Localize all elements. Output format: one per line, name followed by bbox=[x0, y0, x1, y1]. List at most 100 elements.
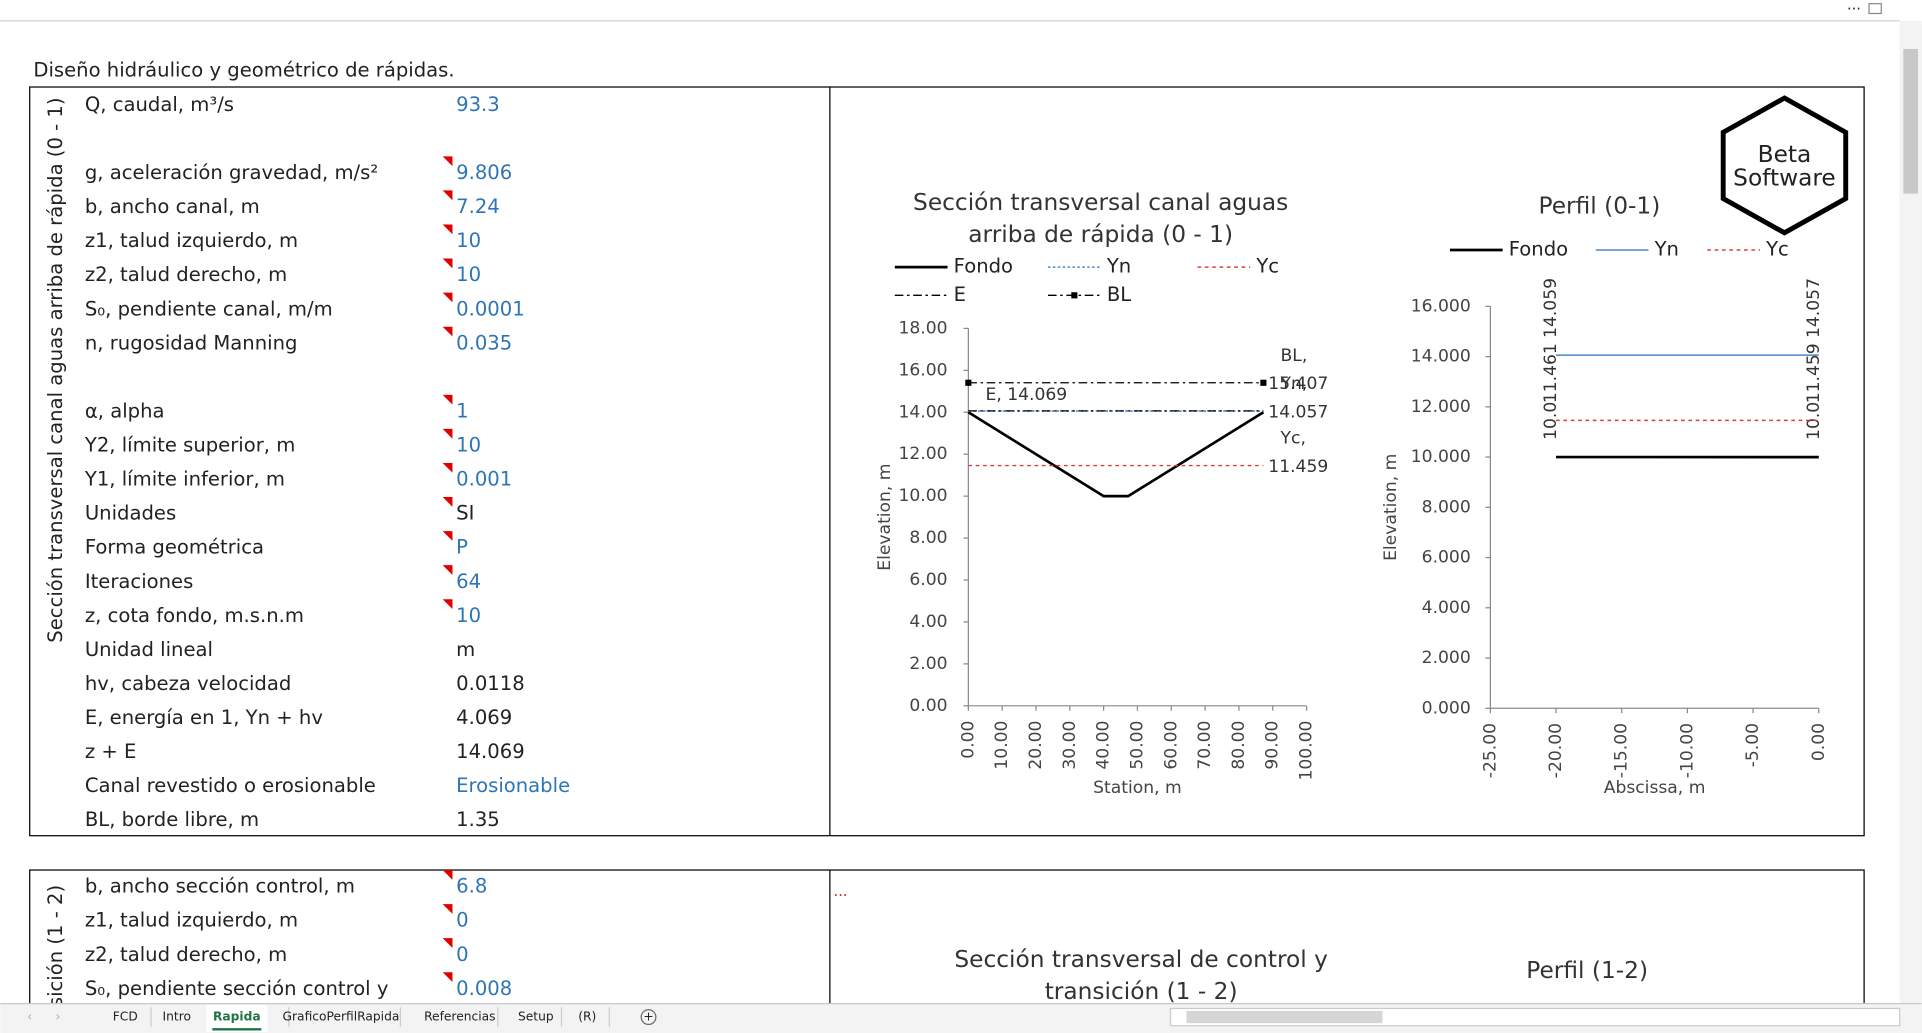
data-label: Yc, 11.459 bbox=[1268, 429, 1328, 477]
x-tick-label: 40.00 bbox=[1094, 721, 1114, 770]
row-value: 1.35 bbox=[456, 808, 500, 831]
legend-label: Yn bbox=[1106, 255, 1131, 278]
chart-title: Sección transversal canal aguas bbox=[913, 189, 1288, 216]
add-sheet[interactable] bbox=[640, 1009, 657, 1026]
add-sheet-plus[interactable]: + bbox=[643, 1010, 653, 1024]
y-tick-label: 10.00 bbox=[898, 486, 947, 506]
row-label: z + E bbox=[85, 740, 137, 763]
comment-indicator bbox=[442, 156, 453, 167]
data-label: 14.057 bbox=[1804, 278, 1824, 338]
data-label: 10.0 bbox=[1541, 402, 1561, 440]
data-label: BL, 15.407 bbox=[1268, 346, 1328, 394]
comment-indicator bbox=[442, 394, 453, 405]
y-tick-label: 10.000 bbox=[1411, 447, 1471, 467]
y-tick-label: 4.00 bbox=[909, 612, 947, 632]
x-axis-title: Station, m bbox=[1093, 778, 1182, 798]
comment-indicator bbox=[442, 497, 453, 507]
row-value: 1 bbox=[456, 399, 468, 422]
row-value: P bbox=[456, 536, 468, 559]
y-axis-title: Elevation, m bbox=[1381, 454, 1401, 561]
point-marker bbox=[1260, 379, 1267, 386]
row-value: 4.069 bbox=[456, 706, 512, 729]
x-tick-label: 0.00 bbox=[958, 721, 978, 759]
x-tick-label: 60.00 bbox=[1161, 721, 1181, 770]
row-value: 0 bbox=[456, 943, 468, 966]
y-tick-label: 12.00 bbox=[898, 444, 947, 464]
row-label: Iteraciones bbox=[85, 570, 193, 593]
row-label: hv, cabeza velocidad bbox=[85, 672, 291, 695]
chart-title: Sección transversal de control y bbox=[954, 946, 1328, 973]
row-label: Unidades bbox=[85, 502, 176, 525]
row-label: Y1, límite inferior, m bbox=[84, 468, 285, 491]
chart-title: transición (1 - 2) bbox=[1045, 978, 1238, 1005]
x-tick-label: 30.00 bbox=[1060, 721, 1080, 770]
row-value: 0.008 bbox=[456, 977, 512, 1000]
sheet-title: Diseño hidráulico y geométrico de rápida… bbox=[33, 59, 454, 82]
vertical-scrollbar[interactable] bbox=[1899, 20, 1922, 1005]
sheet-tab[interactable]: (R) bbox=[578, 1010, 596, 1024]
data-label: 14.059 bbox=[1541, 278, 1561, 338]
chart-title: Perfil (0-1) bbox=[1539, 193, 1661, 220]
comment-indicator bbox=[442, 258, 453, 269]
x-tick-label: -20.00 bbox=[1546, 723, 1566, 778]
y-tick-label: 16.000 bbox=[1411, 296, 1471, 316]
comment-indicator bbox=[442, 190, 453, 201]
row-value: 93.3 bbox=[456, 93, 500, 116]
logo-text: Beta bbox=[1758, 141, 1812, 168]
sheet-tab[interactable]: GraficoPerfilRapida bbox=[283, 1010, 400, 1024]
row-label: BL, borde libre, m bbox=[85, 808, 259, 831]
y-axis-title: Elevation, m bbox=[875, 464, 895, 571]
x-axis-title: Abscissa, m bbox=[1604, 778, 1706, 798]
sheet-tab[interactable]: Rapida bbox=[213, 1010, 261, 1024]
row-label: z, cota fondo, m.s.n.m bbox=[85, 604, 304, 627]
x-tick-label: 70.00 bbox=[1195, 721, 1215, 770]
y-tick-label: 14.00 bbox=[898, 402, 947, 422]
row-value: 0.0001 bbox=[456, 297, 525, 320]
comment-indicator bbox=[442, 599, 453, 610]
series-line bbox=[967, 411, 1265, 498]
row-label: S₀, pendiente canal, m/m bbox=[85, 297, 333, 320]
y-tick-label: 18.00 bbox=[898, 318, 947, 338]
scroll-thumb[interactable] bbox=[1903, 49, 1919, 194]
y-tick-label: 8.00 bbox=[909, 528, 947, 548]
logo-text: Software bbox=[1733, 164, 1836, 191]
sheet-tab[interactable]: FCD bbox=[113, 1010, 138, 1024]
legend-label: E bbox=[954, 283, 966, 306]
y-tick-label: 6.000 bbox=[1422, 548, 1471, 568]
row-label: z1, talud izquierdo, m bbox=[85, 909, 298, 932]
section1-side-label: Sección transversal canal aguas arriba d… bbox=[44, 97, 67, 642]
row-value: 14.069 bbox=[456, 740, 525, 763]
more-menu[interactable]: ··· bbox=[1847, 1, 1861, 18]
x-tick-label: -5.00 bbox=[1743, 723, 1763, 767]
row-label: z2, talud derecho, m bbox=[85, 263, 287, 286]
data-label: E, 14.069 bbox=[986, 385, 1068, 405]
sheet-tab[interactable]: Referencias bbox=[424, 1010, 495, 1024]
y-tick-label: 4.000 bbox=[1422, 598, 1471, 618]
legend-label: Fondo bbox=[954, 255, 1013, 278]
h-scroll-thumb[interactable] bbox=[1186, 1010, 1383, 1024]
restore-button[interactable] bbox=[1868, 3, 1882, 15]
row-label: z2, talud derecho, m bbox=[85, 943, 287, 966]
row-label: α, alpha bbox=[85, 399, 165, 422]
tab-prev[interactable]: ‹ bbox=[27, 1010, 32, 1024]
row-label: E, energía en 1, Yn + hv bbox=[85, 706, 323, 729]
sheet-tab[interactable]: Setup bbox=[518, 1010, 554, 1024]
row-value: 0.0118 bbox=[456, 672, 525, 695]
comment-indicator bbox=[442, 531, 453, 541]
row-value: 10 bbox=[456, 229, 481, 252]
sheet-tab[interactable]: Intro bbox=[163, 1010, 191, 1024]
y-tick-label: 8.000 bbox=[1422, 497, 1471, 517]
cell-marker: ... bbox=[834, 883, 848, 900]
tab-next[interactable]: › bbox=[55, 1010, 60, 1024]
legend-label: BL bbox=[1107, 283, 1131, 306]
section2: sición (1 - 2) ... b, ancho sección cont… bbox=[29, 869, 1865, 1005]
x-tick-label: 20.00 bbox=[1026, 721, 1046, 770]
x-tick-label: 90.00 bbox=[1263, 721, 1283, 770]
row-value: 6.8 bbox=[456, 875, 487, 898]
row-value: m bbox=[456, 638, 475, 661]
comment-indicator bbox=[442, 904, 453, 914]
y-tick-label: 0.00 bbox=[909, 696, 947, 716]
data-label: 11.461 bbox=[1541, 343, 1561, 403]
